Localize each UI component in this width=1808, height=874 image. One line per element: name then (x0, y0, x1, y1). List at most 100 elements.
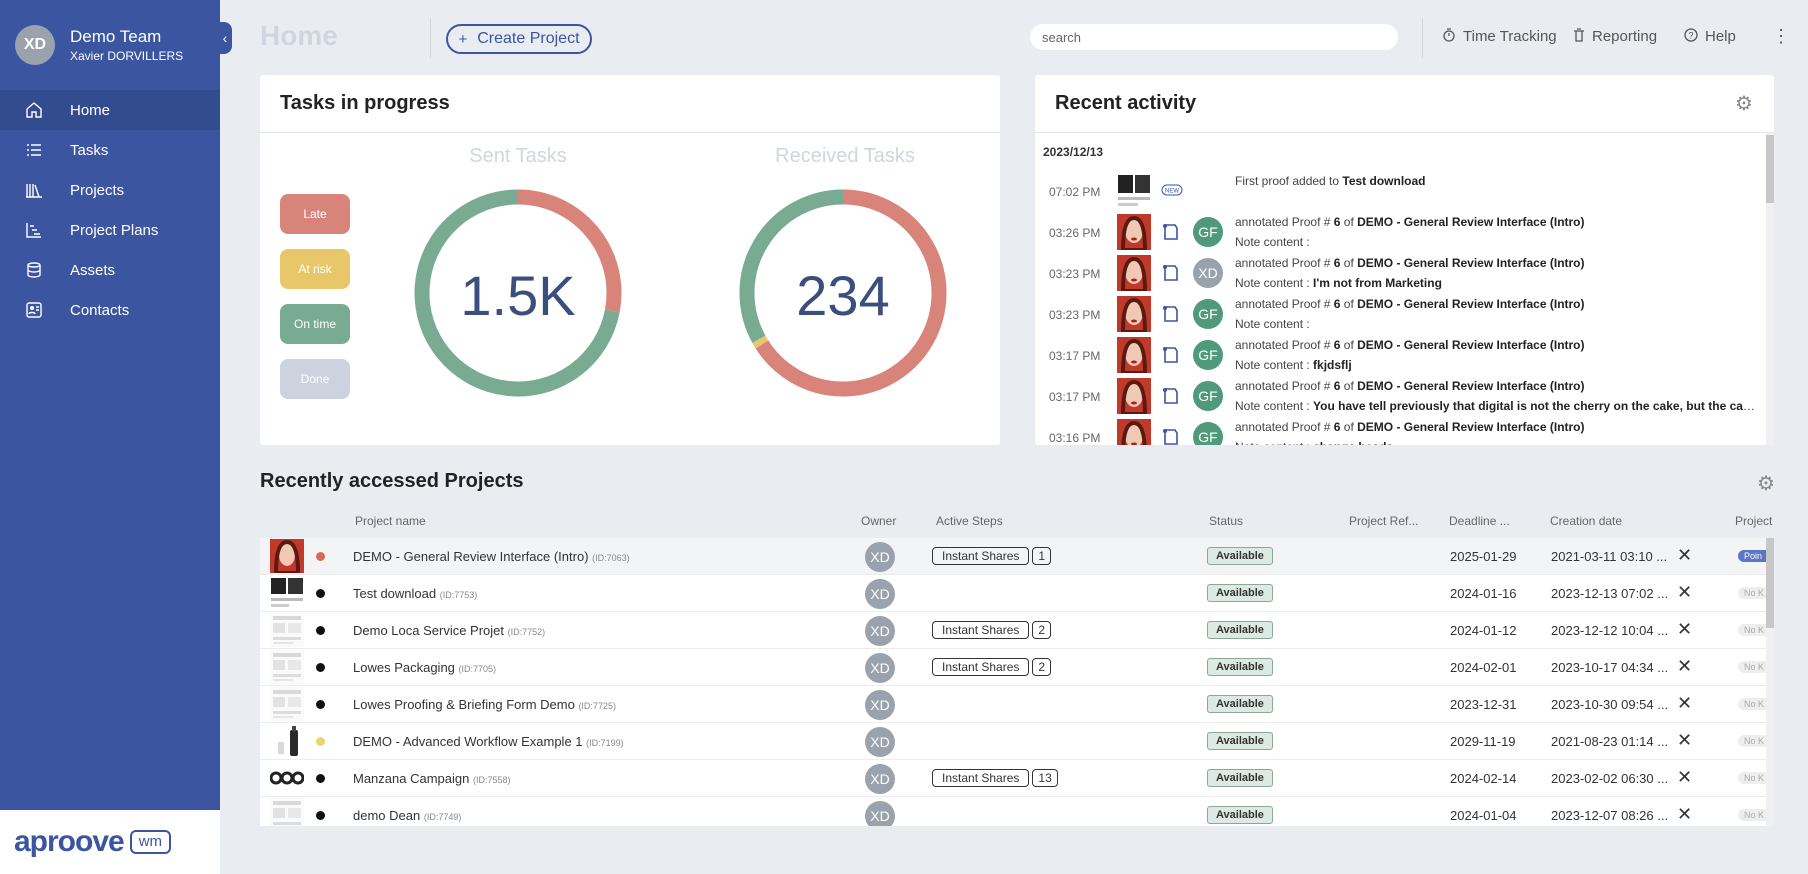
project-name[interactable]: DEMO - General Review Interface (Intro) (353, 549, 589, 564)
proof-thumbnail[interactable] (1117, 337, 1151, 373)
remove-close-icon[interactable]: ✕ (1677, 767, 1693, 787)
project-name-cell[interactable]: DEMO - General Review Interface (Intro) … (353, 549, 630, 564)
remove-close-icon[interactable]: ✕ (1677, 545, 1693, 565)
projects-settings-gear-icon[interactable]: ⚙ (1757, 473, 1775, 495)
project-name-cell[interactable]: demo Dean (ID:7749) (353, 808, 461, 823)
project-thumbnail[interactable] (270, 576, 304, 610)
active-step[interactable]: Instant Shares 2 (932, 658, 1052, 676)
user-avatar[interactable]: GF (1193, 340, 1223, 370)
user-avatar[interactable]: GF (1193, 217, 1223, 247)
owner-avatar[interactable]: XD (865, 727, 895, 757)
table-row[interactable]: demo Dean (ID:7749) XD Available 2024-01-04… (260, 797, 1774, 826)
project-name-cell[interactable]: DEMO - Advanced Workflow Example 1 (ID:7… (353, 734, 624, 749)
activity-item[interactable]: 03:23 PM XD annotated Proof # 6 of DEMO - … (1035, 253, 1765, 293)
project-name-cell[interactable]: Lowes Proofing & Briefing Form Demo (ID:… (353, 697, 616, 712)
activity-item[interactable]: 03:26 PM GF annotated Proof # 6 of DEMO - … (1035, 212, 1765, 252)
remove-close-icon[interactable]: ✕ (1677, 619, 1693, 639)
column-project[interactable]: Project (1735, 514, 1773, 528)
sidebar-item-project-plans[interactable]: Project Plans (0, 210, 220, 250)
project-name[interactable]: Test download (353, 586, 437, 601)
column-creation-date[interactable]: Creation date (1550, 514, 1623, 528)
sidebar-item-assets[interactable]: Assets (0, 250, 220, 290)
table-row[interactable]: Lowes Proofing & Briefing Form Demo (ID:… (260, 686, 1774, 723)
activity-item[interactable]: 03:23 PM GF annotated Proof # 6 of DEMO - … (1035, 294, 1765, 334)
received-tasks-donut[interactable] (735, 185, 951, 401)
late-segment[interactable] (517, 189, 622, 313)
project-link[interactable]: DEMO - General Review Interface (Intro) (1357, 215, 1585, 229)
project-name[interactable]: Demo Loca Service Projet (353, 623, 505, 638)
owner-avatar[interactable]: XD (865, 764, 895, 794)
search-input[interactable] (1030, 24, 1398, 50)
user-avatar[interactable]: GF (1193, 299, 1223, 329)
activity-item[interactable]: 03:16 PM GF annotated Proof # 6 of DEMO - … (1035, 417, 1765, 445)
column-active-steps[interactable]: Active Steps (936, 514, 1003, 528)
project-link[interactable]: DEMO - General Review Interface (Intro) (1357, 338, 1585, 352)
remove-close-icon[interactable]: ✕ (1677, 730, 1693, 750)
project-name-cell[interactable]: Manzana Campaign (ID:7558) (353, 771, 511, 786)
project-thumbnail[interactable] (270, 687, 304, 721)
proof-thumbnail[interactable] (1117, 419, 1151, 445)
project-name-cell[interactable]: Test download (ID:7753) (353, 586, 477, 601)
project-name-cell[interactable]: Demo Loca Service Projet (ID:7752) (353, 623, 545, 638)
done-filter-chip[interactable]: Done (280, 359, 350, 399)
owner-avatar[interactable]: XD (865, 542, 895, 572)
proof-thumbnail[interactable] (1117, 296, 1151, 332)
team-avatar[interactable]: XD (15, 25, 55, 65)
proof-thumbnail[interactable] (1117, 173, 1151, 209)
project-link[interactable]: DEMO - General Review Interface (Intro) (1357, 379, 1585, 393)
remove-close-icon[interactable]: ✕ (1677, 582, 1693, 602)
proof-thumbnail[interactable] (1117, 378, 1151, 414)
activity-scrollbar[interactable] (1766, 133, 1774, 445)
user-avatar[interactable]: XD (1193, 258, 1223, 288)
more-menu-icon[interactable]: ⋮ (1772, 26, 1790, 46)
activity-settings-gear-icon[interactable]: ⚙ (1735, 93, 1753, 115)
table-row[interactable]: Manzana Campaign (ID:7558) XD Instant Shar… (260, 760, 1774, 797)
table-row[interactable]: Demo Loca Service Projet (ID:7752) XD Inst… (260, 612, 1774, 649)
projects-scrollbar[interactable] (1766, 538, 1774, 826)
remove-close-icon[interactable]: ✕ (1677, 804, 1693, 824)
project-name[interactable]: Lowes Proofing & Briefing Form Demo (353, 697, 575, 712)
sidebar-item-home[interactable]: Home (0, 90, 220, 130)
active-step[interactable]: Instant Shares 1 (932, 547, 1052, 565)
table-row[interactable]: DEMO - General Review Interface (Intro) … (260, 538, 1774, 575)
proof-thumbnail[interactable] (1117, 214, 1151, 250)
project-name-cell[interactable]: Lowes Packaging (ID:7705) (353, 660, 496, 675)
help-link[interactable]: ? Help (1684, 28, 1736, 45)
owner-avatar[interactable]: XD (865, 653, 895, 683)
table-row[interactable]: Test download (ID:7753) XD Available 2024-0… (260, 575, 1774, 612)
column-owner[interactable]: Owner (861, 514, 897, 528)
activity-item[interactable]: 07:02 PM NEW First proof added to Test dow… (1035, 171, 1765, 211)
project-name[interactable]: DEMO - Advanced Workflow Example 1 (353, 734, 583, 749)
activity-item[interactable]: 03:17 PM GF annotated Proof # 6 of DEMO - … (1035, 335, 1765, 375)
collapse-sidebar-button[interactable]: ‹ (218, 22, 232, 54)
team-header[interactable]: XD Demo Team Xavier DORVILLERS ‹ (0, 0, 232, 90)
column-project-ref[interactable]: Project Ref... (1349, 514, 1419, 528)
user-avatar[interactable]: GF (1193, 422, 1223, 445)
project-thumbnail[interactable] (270, 724, 304, 758)
table-row[interactable]: Lowes Packaging (ID:7705) XD Instant Share… (260, 649, 1774, 686)
project-thumbnail[interactable] (270, 761, 304, 795)
sent-tasks-donut[interactable] (410, 185, 626, 401)
create-project-button[interactable]: + Create Project (446, 24, 592, 54)
sidebar-item-contacts[interactable]: Contacts (0, 290, 220, 330)
on-time-segment[interactable] (739, 189, 844, 343)
active-step[interactable]: Instant Shares 13 (932, 769, 1058, 787)
active-step[interactable]: Instant Shares 2 (932, 621, 1052, 639)
project-name[interactable]: Lowes Packaging (353, 660, 455, 675)
column-deadline[interactable]: Deadline ... (1449, 514, 1510, 528)
project-thumbnail[interactable] (270, 613, 304, 647)
table-row[interactable]: DEMO - Advanced Workflow Example 1 (ID:7… (260, 723, 1774, 760)
owner-avatar[interactable]: XD (865, 801, 895, 826)
project-link[interactable]: DEMO - General Review Interface (Intro) (1357, 256, 1585, 270)
project-name[interactable]: demo Dean (353, 808, 421, 823)
sidebar-item-tasks[interactable]: Tasks (0, 130, 220, 170)
at-risk-filter-chip[interactable]: At risk (280, 249, 350, 289)
late-segment[interactable] (755, 189, 947, 397)
at-risk-segment[interactable] (752, 335, 769, 349)
proof-thumbnail[interactable] (1117, 255, 1151, 291)
column-project-name[interactable]: Project name (355, 514, 426, 528)
late-filter-chip[interactable]: Late (280, 194, 350, 234)
project-link[interactable]: DEMO - General Review Interface (Intro) (1357, 297, 1585, 311)
sidebar-item-projects[interactable]: Projects (0, 170, 220, 210)
project-link[interactable]: DEMO - General Review Interface (Intro) (1357, 420, 1585, 434)
